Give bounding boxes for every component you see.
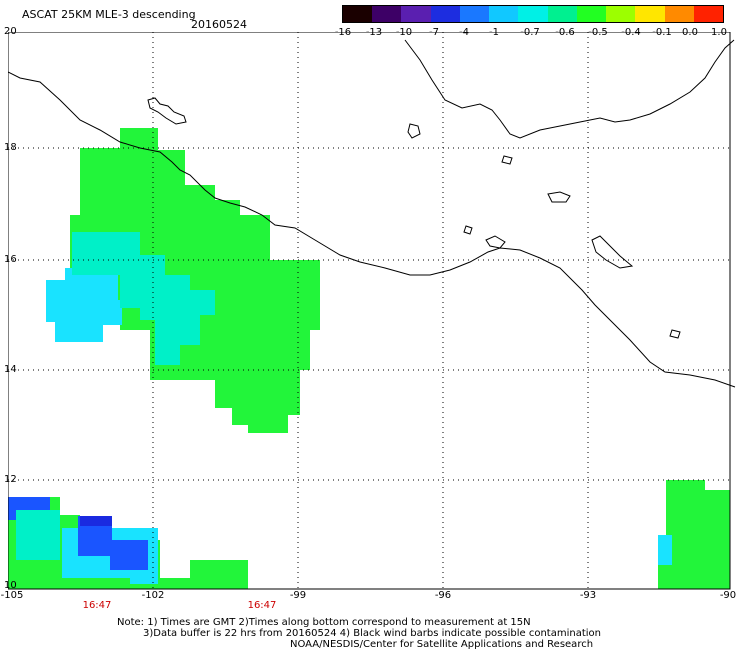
scale-segment (693, 6, 724, 22)
scale-segment (547, 6, 577, 22)
wind-cells-cyan (46, 268, 122, 342)
map-frame (8, 32, 731, 590)
scale-segment (372, 6, 402, 22)
coastline (8, 39, 736, 388)
lon-label: -105 (0, 590, 24, 601)
lat-label: 20 (4, 26, 17, 37)
note-line: Note: 1) Times are GMT 2)Times along bot… (117, 617, 531, 628)
wind-cells-green-main (70, 128, 320, 433)
product-date: 20160524 (191, 18, 247, 31)
pass-time-label: 16:47 (247, 600, 277, 611)
product-title: ASCAT 25KM MLE-3 descending (22, 8, 196, 21)
wind-cells-blue-sw (78, 516, 148, 570)
lon-label: -102 (141, 590, 165, 601)
note-line: NOAA/NESDIS/Center for Satellite Applica… (290, 639, 594, 650)
note-line: 3)Data buffer is 22 hrs from 20160524 4)… (143, 628, 601, 639)
lon-label: -90 (719, 590, 737, 601)
scale-segment (489, 6, 519, 22)
scale-segment (401, 6, 431, 22)
lat-label: 12 (4, 474, 17, 485)
wind-cells-green-se (658, 480, 730, 589)
lon-label: -99 (289, 590, 307, 601)
scale-segment (518, 6, 548, 22)
wind-cells-darkblue (80, 516, 112, 526)
scale-segment (343, 6, 373, 22)
wind-cells-cyan-se (658, 535, 672, 565)
lon-label: -96 (434, 590, 452, 601)
graticule (8, 32, 730, 589)
scale-segment (606, 6, 636, 22)
lat-label: 10 (4, 580, 17, 591)
color-scale-bar (342, 5, 724, 23)
lon-label: -93 (579, 590, 597, 601)
scale-segment (430, 6, 460, 22)
lat-label: 16 (4, 254, 17, 265)
wind-cells-aqua-sw (16, 510, 60, 560)
wind-cells-aqua (72, 232, 215, 365)
map-canvas (8, 32, 736, 590)
wind-field-cells (8, 128, 730, 589)
scale-segment (459, 6, 490, 22)
lat-label: 14 (4, 364, 17, 375)
scale-segment (635, 6, 665, 22)
pass-time-label: 16:47 (82, 600, 112, 611)
scale-segment (664, 6, 694, 22)
scale-segment (576, 6, 607, 22)
lat-label: 18 (4, 142, 17, 153)
